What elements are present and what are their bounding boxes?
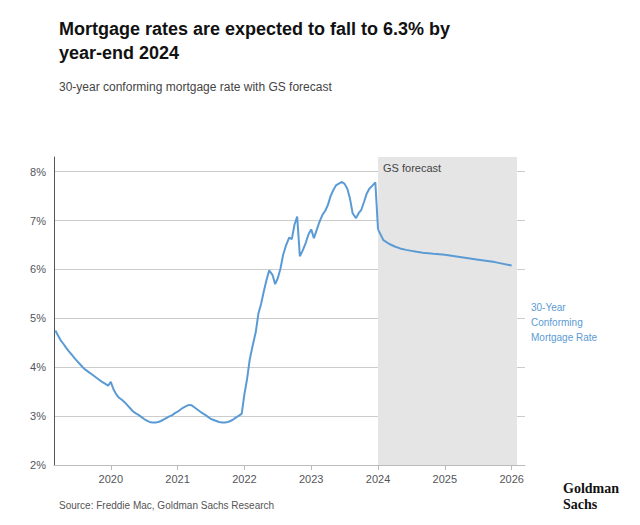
svg-text:2026: 2026: [499, 473, 523, 485]
svg-text:30-Year: 30-Year: [531, 302, 566, 313]
svg-text:GS forecast: GS forecast: [383, 162, 441, 174]
svg-text:Mortgage Rate: Mortgage Rate: [531, 332, 598, 343]
svg-text:2022: 2022: [232, 473, 256, 485]
svg-text:4%: 4%: [30, 361, 46, 373]
svg-text:2020: 2020: [99, 473, 123, 485]
svg-text:2%: 2%: [30, 459, 46, 471]
svg-text:6%: 6%: [30, 263, 46, 275]
svg-text:5%: 5%: [30, 312, 46, 324]
svg-text:7%: 7%: [30, 215, 46, 227]
svg-text:30-year conforming mortgage ra: 30-year conforming mortgage rate with GS…: [59, 80, 332, 94]
svg-text:2021: 2021: [165, 473, 189, 485]
svg-text:Sachs: Sachs: [563, 497, 598, 512]
svg-text:2025: 2025: [433, 473, 457, 485]
svg-text:Goldman: Goldman: [563, 481, 619, 496]
svg-text:2023: 2023: [299, 473, 323, 485]
svg-text:year-end 2024: year-end 2024: [59, 43, 179, 63]
svg-text:2024: 2024: [366, 473, 390, 485]
svg-text:Mortgage rates are expected to: Mortgage rates are expected to fall to 6…: [59, 19, 450, 39]
svg-text:8%: 8%: [30, 166, 46, 178]
svg-text:Conforming: Conforming: [531, 317, 583, 328]
svg-text:Source: Freddie Mac, Goldman S: Source: Freddie Mac, Goldman Sachs Resea…: [59, 500, 274, 511]
svg-text:3%: 3%: [30, 410, 46, 422]
